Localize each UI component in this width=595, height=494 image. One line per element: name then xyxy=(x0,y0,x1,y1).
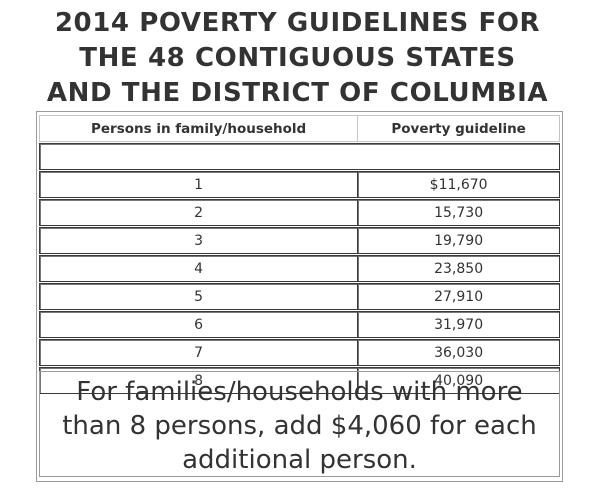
header-spacer xyxy=(39,143,560,170)
guideline-cell: 31,970 xyxy=(358,311,560,338)
table-row: 6 31,970 xyxy=(39,311,560,338)
table-row: 1 $11,670 xyxy=(39,171,560,198)
title-line-1: 2014 POVERTY GUIDELINES FOR xyxy=(54,8,541,38)
poverty-guidelines-table-frame: Persons in family/household Poverty guid… xyxy=(36,111,563,482)
table-row: 3 19,790 xyxy=(39,227,560,254)
guideline-cell: 27,910 xyxy=(358,283,560,310)
poverty-guidelines-table: Persons in family/household Poverty guid… xyxy=(39,114,560,395)
guideline-cell: 36,030 xyxy=(358,339,560,366)
header-persons: Persons in family/household xyxy=(39,115,359,142)
guideline-cell: $11,670 xyxy=(358,171,560,198)
title-line-2: THE 48 CONTIGUOUS STATES xyxy=(79,43,516,73)
table-header-row: Persons in family/household Poverty guid… xyxy=(39,115,560,142)
note-line-2: than 8 persons, add $4,060 for each xyxy=(62,411,537,441)
persons-cell: 4 xyxy=(39,255,359,282)
note-line-1: For families/households with more xyxy=(76,377,523,407)
header-guideline: Poverty guideline xyxy=(358,115,560,142)
persons-cell: 2 xyxy=(39,199,359,226)
persons-cell: 7 xyxy=(39,339,359,366)
table-row: 7 36,030 xyxy=(39,339,560,366)
persons-cell: 5 xyxy=(39,283,359,310)
guideline-cell: 15,730 xyxy=(358,199,560,226)
page-title: 2014 POVERTY GUIDELINES FOR THE 48 CONTI… xyxy=(0,6,595,111)
additional-person-note: For families/households with more than 8… xyxy=(39,371,560,477)
persons-cell: 1 xyxy=(39,171,359,198)
persons-cell: 3 xyxy=(39,227,359,254)
note-line-3: additional person. xyxy=(182,445,417,475)
guideline-cell: 19,790 xyxy=(358,227,560,254)
table-row: 5 27,910 xyxy=(39,283,560,310)
table-row: 2 15,730 xyxy=(39,199,560,226)
title-line-3: AND THE DISTRICT OF COLUMBIA xyxy=(46,78,549,108)
persons-cell: 6 xyxy=(39,311,359,338)
guideline-cell: 23,850 xyxy=(358,255,560,282)
spacer-cell xyxy=(39,143,560,170)
table-row: 4 23,850 xyxy=(39,255,560,282)
